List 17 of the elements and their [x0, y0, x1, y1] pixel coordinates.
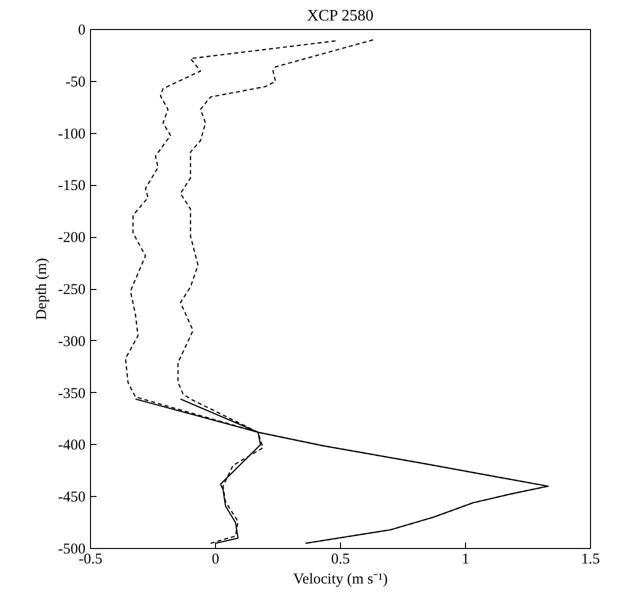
chart-title: XCP 2580 [306, 8, 374, 24]
y-tick-label: -450 [58, 490, 86, 506]
y-tick-label: -200 [58, 230, 86, 246]
y-axis-title: Depth (m) [34, 258, 50, 320]
x-tick-label: 1 [462, 552, 470, 568]
y-tick-label: -350 [58, 386, 86, 402]
y-tick-label: -150 [58, 178, 86, 194]
y-tick-label: -100 [58, 126, 86, 142]
x-tick-label: 1.5 [581, 552, 600, 568]
x-tick-label: 0.5 [331, 552, 350, 568]
y-tick-label: -50 [66, 74, 86, 90]
y-tick-label: -400 [58, 438, 86, 454]
y-tick-label: -300 [58, 334, 86, 350]
y-tick-label: -250 [58, 282, 86, 298]
y-tick-label: 0 [78, 22, 86, 38]
x-tick-label: 0 [212, 552, 220, 568]
x-axis-title: Velocity (m s⁻¹) [293, 572, 388, 588]
